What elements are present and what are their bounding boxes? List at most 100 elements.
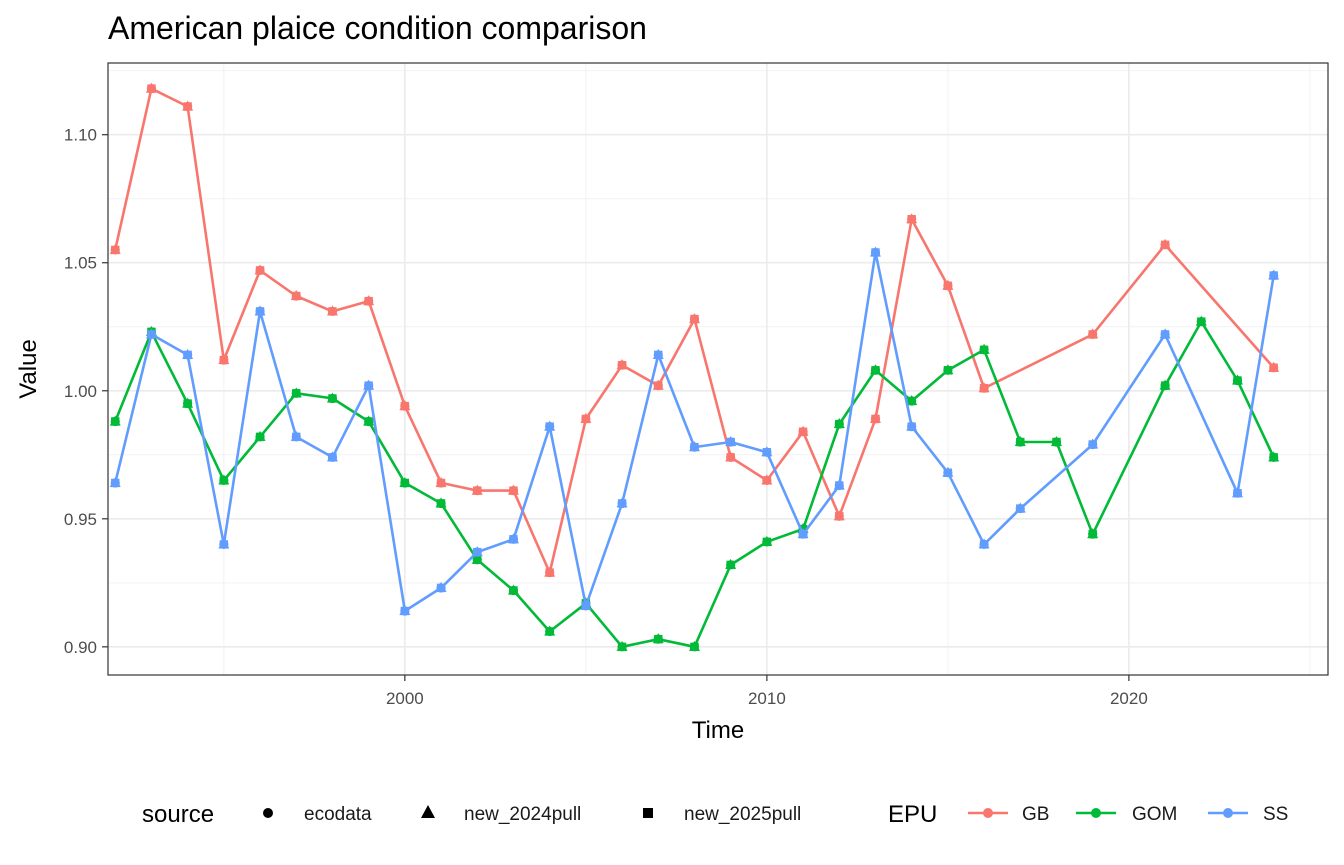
point-gom-new-2025pull <box>219 476 229 485</box>
point-gom-new-2025pull <box>835 419 844 429</box>
point-ss-new-2025pull <box>943 468 953 477</box>
point-gom-new-2025pull <box>943 366 953 375</box>
point-gom-new-2025pull <box>690 642 699 652</box>
point-gom-new-2025pull <box>617 642 627 652</box>
point-ss-new-2025pull <box>400 606 410 616</box>
legend-item-new-2024pull: new_2024pull <box>464 804 581 825</box>
point-gom-new-2025pull <box>762 537 772 547</box>
point-ss-new-2025pull <box>1233 488 1242 498</box>
point-ss-new-2025pull <box>111 478 120 488</box>
point-gom-new-2025pull <box>1269 453 1278 462</box>
point-gom-new-2025pull <box>907 396 916 406</box>
point-ss-new-2025pull <box>1016 504 1025 513</box>
legend-item-ss: SS <box>1263 804 1288 825</box>
point-gb-new-2025pull <box>979 384 989 393</box>
point-gb-new-2025pull <box>798 427 808 436</box>
point-gb-new-2025pull <box>364 296 373 306</box>
x-tick-label: 2020 <box>1110 689 1148 708</box>
point-ss-new-2025pull <box>871 248 880 257</box>
y-tick-label: 0.90 <box>64 638 97 657</box>
point-ss-new-2025pull <box>183 350 192 360</box>
point-gb-new-2025pull <box>473 486 482 495</box>
legend-epu-title: EPU <box>888 801 937 828</box>
point-ss-new-2025pull <box>617 499 627 508</box>
point-gom-new-2025pull <box>328 394 337 403</box>
grid-major <box>108 63 1328 675</box>
point-gom-new-2025pull <box>509 586 518 595</box>
point-gb-new-2025pull <box>617 360 627 370</box>
point-gb-new-2025pull <box>1269 363 1278 372</box>
point-gom-new-2025pull <box>545 627 554 636</box>
point-gb-new-2025pull <box>219 355 229 365</box>
point-gom-new-2025pull <box>473 555 482 564</box>
chart-title: American plaice condition comparison <box>108 10 647 46</box>
point-gom-new-2025pull <box>979 345 989 354</box>
grid-minor <box>108 63 1328 675</box>
point-ss-new-2025pull <box>907 422 916 431</box>
point-gom-new-2025pull <box>1052 437 1061 447</box>
point-ss-new-2025pull <box>364 381 373 390</box>
point-gb-new-2025pull <box>400 401 410 411</box>
legend-triangle-icon <box>421 805 435 818</box>
point-gom-new-2025pull <box>183 399 192 408</box>
legend-item-gb: GB <box>1022 804 1049 825</box>
legend-gom-marker <box>1091 808 1101 818</box>
point-ss-new-2025pull <box>979 540 989 549</box>
point-gb-new-2025pull <box>328 307 337 316</box>
point-gb-new-2025pull <box>147 84 156 93</box>
point-gb-new-2025pull <box>654 381 663 390</box>
x-tick-label: 2000 <box>386 689 424 708</box>
point-gom-new-2025pull <box>400 478 410 488</box>
point-gb-new-2025pull <box>255 266 265 275</box>
point-gb-new-2025pull <box>762 476 772 485</box>
legend-epu: EPU GB GOM SS <box>888 801 1288 828</box>
y-tick-label: 1.00 <box>64 382 97 401</box>
point-ss-new-2025pull <box>545 422 554 431</box>
series-line-gb <box>113 87 1275 574</box>
y-tick-label: 1.05 <box>64 254 97 273</box>
point-gb-new-2025pull <box>292 291 301 301</box>
y-tick-label: 1.10 <box>64 126 97 145</box>
point-ss-new-2025pull <box>690 442 699 452</box>
point-gom-new-2025pull <box>726 560 735 570</box>
point-gom-new-2025pull <box>1016 437 1025 447</box>
x-axis: 2000 2010 2020 <box>386 675 1148 708</box>
point-gom-new-2025pull <box>654 634 663 644</box>
legend-square-icon <box>643 808 653 818</box>
y-axis-title: Value <box>15 339 42 399</box>
series-line-ss <box>113 251 1275 613</box>
point-ss-new-2025pull <box>762 448 772 457</box>
point-ss-new-2025pull <box>219 540 229 549</box>
legend-ss-marker <box>1223 808 1233 818</box>
x-axis-title: Time <box>692 717 744 744</box>
point-gom-new-2025pull <box>1160 381 1170 390</box>
point-gb-new-2025pull <box>726 453 735 462</box>
legend-circle-icon <box>263 808 273 818</box>
point-ss-new-2025pull <box>436 583 446 593</box>
point-gom-new-2025pull <box>1088 529 1097 539</box>
legend-source: source ecodata new_2024pull new_2025pull <box>142 801 801 828</box>
point-gb-new-2025pull <box>1088 330 1097 339</box>
point-gom-new-2025pull <box>871 366 880 375</box>
point-gom-new-2025pull <box>255 432 265 442</box>
point-ss-new-2025pull <box>654 350 663 360</box>
point-gb-new-2025pull <box>436 478 446 488</box>
point-gb-new-2025pull <box>943 281 953 290</box>
plot-panel-border <box>107 62 1329 676</box>
y-axis: 0.90 0.95 1.00 1.05 1.10 <box>64 126 108 657</box>
point-ss-new-2025pull <box>798 529 808 539</box>
point-gom-new-2025pull <box>1197 317 1206 326</box>
point-gom-new-2025pull <box>436 499 446 508</box>
point-gb-new-2025pull <box>509 486 518 495</box>
point-ss-new-2025pull <box>835 481 844 490</box>
legend-source-title: source <box>142 801 214 828</box>
point-gb-new-2025pull <box>871 414 880 424</box>
point-gb-new-2025pull <box>111 245 120 255</box>
legend-item-new-2025pull: new_2025pull <box>684 804 801 825</box>
point-gb-new-2025pull <box>581 414 591 424</box>
point-gom-new-2025pull <box>364 417 373 426</box>
series-layer <box>109 82 1280 652</box>
legend-item-ecodata: ecodata <box>304 804 372 825</box>
legend-gb-marker <box>983 808 993 818</box>
